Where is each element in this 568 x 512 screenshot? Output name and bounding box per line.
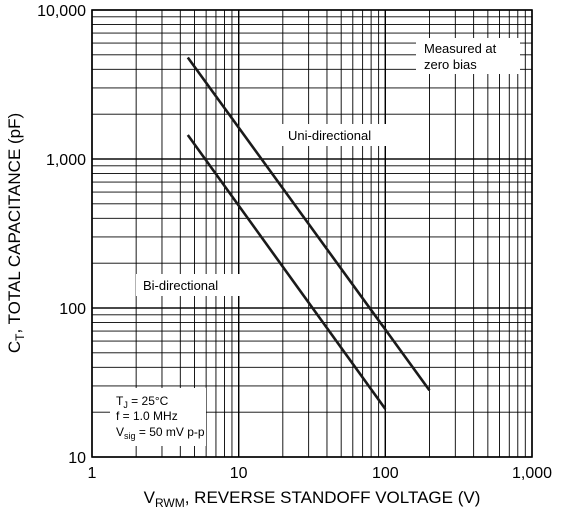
condition-vsig: Vsig = 50 mV p-p xyxy=(116,425,205,441)
plot-frame xyxy=(91,9,533,458)
series-line-bi-directional xyxy=(186,134,387,410)
measured-annotation-line-1: Measured at xyxy=(424,41,497,56)
measured-annotation-background xyxy=(416,38,520,74)
x-axis-label: VRWM, REVERSE STANDOFF VOLTAGE (V) xyxy=(144,488,481,510)
bi-directional-label-text: Bi-directional xyxy=(143,278,218,293)
y-axis-label: CT, TOTAL CAPACITANCE (pF) xyxy=(5,113,27,353)
x-tick-label: 10 xyxy=(230,465,248,482)
uni-directional-label-background xyxy=(282,124,394,146)
y-tick-label: 10,000 xyxy=(37,3,86,20)
series-lines xyxy=(186,56,431,410)
x-tick-label: 100 xyxy=(372,465,399,482)
y-tick-label: 10 xyxy=(68,450,86,467)
y-tick-label: 1,000 xyxy=(46,152,86,169)
series-line-uni-directional xyxy=(186,56,431,392)
test-conditions-annotation: TJ = 25°C f = 1.0 MHz Vsig = 50 mV p-p xyxy=(110,388,206,446)
measured-annotation: Measured at zero bias xyxy=(416,38,520,74)
bi-directional-label: Bi-directional xyxy=(136,274,240,296)
x-tick-label: 1,000 xyxy=(512,465,552,482)
condition-frequency: f = 1.0 MHz xyxy=(116,409,178,423)
uni-directional-label-text: Uni-directional xyxy=(288,128,371,143)
y-tick-label: 100 xyxy=(59,301,86,318)
bi-directional-label-background xyxy=(136,274,240,296)
x-tick-label: 1 xyxy=(88,465,97,482)
measured-annotation-line-2: zero bias xyxy=(424,57,477,72)
condition-tj: TJ = 25°C xyxy=(116,394,169,410)
test-conditions-background xyxy=(110,388,206,446)
uni-directional-label: Uni-directional xyxy=(282,124,394,146)
